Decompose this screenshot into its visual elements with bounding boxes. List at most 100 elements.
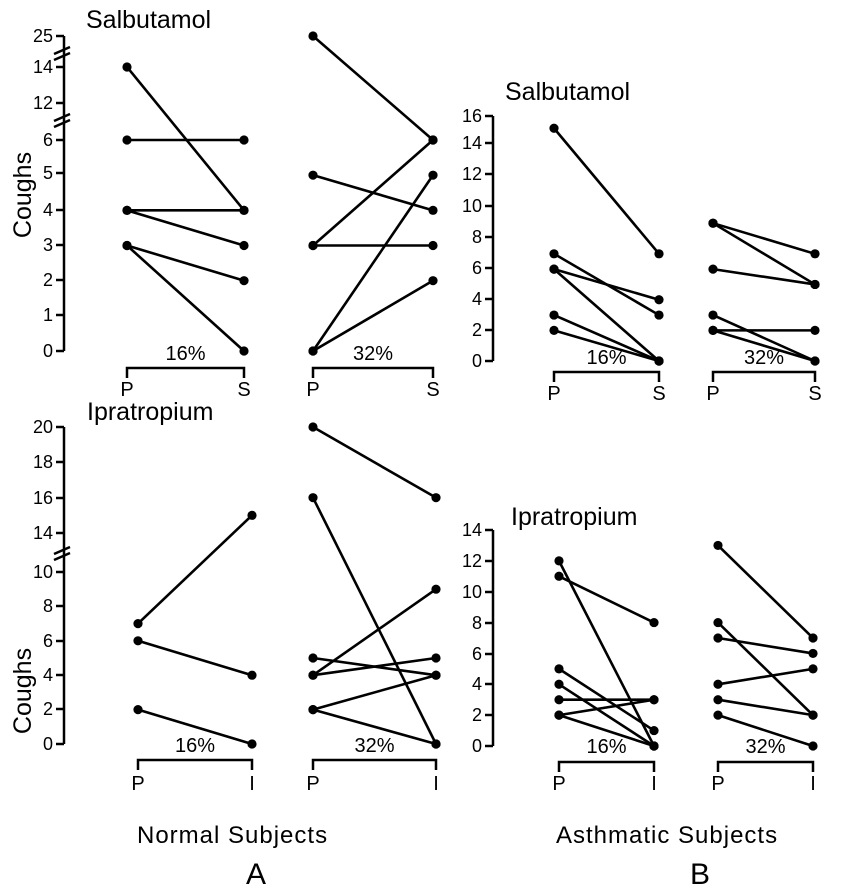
b_salbutamol-condition-label: P [706,383,719,405]
b_salbutamol-subject-line [712,221,816,256]
a_salbutamol-y-tick-label: 1 [43,305,53,325]
a_ipratropium-point-pre [133,619,143,629]
b_ipratropium-point-post [808,741,818,751]
a_salbutamol-y-tick-label: 14 [33,57,53,77]
a_ipratropium-point-post [431,584,441,594]
b_salbutamol-y-tick-label: 6 [472,258,482,278]
a_salbutamol-axis-break [53,45,71,62]
b_ipratropium-y-tick-label: 0 [472,736,482,756]
a_ipratropium-condition-label: I [433,773,439,795]
a_salbutamol-subject-line [311,174,435,352]
b_ipratropium-point-pre [554,664,564,674]
a_salbutamol-y-tick-label: 6 [43,130,53,150]
a_salbutamol-y-tick-label: 3 [43,235,53,255]
a_salbutamol-subject-line [312,279,434,353]
a_salbutamol-point-post [239,276,249,286]
a_salbutamol-point-post [428,170,438,180]
a_salbutamol-point-post [428,205,438,215]
b_salbutamol-y-tick-label: 2 [472,320,482,340]
a_ipratropium-point-pre [308,670,318,680]
b_ipratropium-point-post [649,741,659,751]
b_salbutamol-subject-line [712,222,816,286]
a_ipratropium-point-pre [308,493,318,503]
a_ipratropium-axis-break [53,545,71,562]
a_salbutamol-subject-line [125,66,246,212]
b_salbutamol-y-tick-label: 10 [462,196,482,216]
a_ipratropium-subject-line [311,497,438,745]
group-label-asthmatic: Asthmatic Subjects [556,822,778,849]
b_salbutamol-point-pre [549,325,559,335]
b_ipratropium-subject-line [558,698,655,717]
b_salbutamol-point-pre [549,264,559,274]
a_ipratropium-point-post [431,653,441,663]
a_ipratropium-dose-label: 32% [354,735,394,757]
a_salbutamol-point-pre [308,31,318,41]
b_salbutamol-condition-label: P [547,383,560,405]
b_ipratropium-y-tick-label: 2 [472,705,482,725]
a_ipratropium-y-tick-label: 18 [33,452,53,472]
b_ipratropium-point-pre [554,571,564,581]
a_salbutamol-point-post [428,276,438,286]
a_salbutamol-point-post [428,135,438,145]
a_ipratropium-subject-line [312,708,437,746]
b_salbutamol-point-pre [708,310,718,320]
a_salbutamol-y-tick-label: 0 [43,341,53,361]
b_ipratropium-bracket [716,760,815,772]
a_ipratropium-point-post [431,670,441,680]
a_ipratropium-y-tick-label: 8 [43,596,53,616]
a_ipratropium-point-pre [308,422,318,432]
a_ipratropium-subject-line [312,425,437,499]
b_ipratropium-dose-label: 32% [745,736,785,758]
b_ipratropium-point-pre [554,695,564,705]
b_ipratropium-point-post [649,725,659,736]
b_salbutamol-title: Salbutamol [505,78,630,106]
a_ipratropium-condition-label: I [249,773,255,795]
b_ipratropium-subject-line [717,636,814,655]
a_ipratropium-y-tick-label: 0 [43,734,53,754]
a_ipratropium-point-pre [133,705,143,715]
b_ipratropium-condition-label: I [810,773,816,795]
a_ipratropium-bracket [311,758,438,770]
a_ipratropium-y-tick-label: 2 [43,699,53,719]
a_ipratropium-point-post [431,493,441,503]
data-points-layer [122,31,820,751]
b_ipratropium-point-post [649,617,659,628]
b_ipratropium-point-pre [554,556,564,566]
b_salbutamol-point-post [810,249,820,259]
a_ipratropium-bracket [136,758,254,770]
b_salbutamol-point-post [654,295,664,305]
b_salbutamol-point-post [810,325,820,335]
a_ipratropium-point-post [247,739,257,749]
b_ipratropium-point-pre [713,617,723,628]
b_salbutamol-subject-line [553,268,660,362]
b_ipratropium-y-tick-label: 8 [472,613,482,633]
a_salbutamol-subject-line [126,209,245,247]
b_salbutamol-subject-line [553,267,660,301]
b_salbutamol-bracket [552,370,661,382]
a_salbutamol-subject-line [126,244,245,352]
b_salbutamol-point-post [810,356,820,366]
b_ipratropium-dose-label: 16% [586,736,626,758]
b_salbutamol-y-tick-label: 12 [462,164,482,184]
a_ipratropium-point-post [247,670,257,680]
a_salbutamol-y-tick-label: 12 [33,93,53,113]
b_salbutamol-point-pre [549,310,559,320]
a_salbutamol-condition-label: S [237,379,250,401]
a_ipratropium-subject-line [312,656,437,677]
b_ipratropium-bracket [557,760,656,772]
b_ipratropium-point-pre [554,710,564,720]
a_ipratropium-point-post [431,739,441,749]
b_salbutamol-point-post [654,356,664,366]
a_salbutamol-point-pre [122,240,132,251]
b_salbutamol-condition-label: S [808,383,821,405]
a_ipratropium-condition-label: P [131,773,144,795]
b_ipratropium-subject-line [557,560,656,747]
b_ipratropium-point-pre [713,679,723,689]
a_salbutamol-subject-line [312,35,434,141]
a_salbutamol-condition-label: S [426,379,439,401]
a_ipratropium-ylabel: Coughs [9,648,37,734]
b_ipratropium-y-tick-label: 12 [462,551,482,571]
b_ipratropium-y-tick-label: 4 [472,674,482,694]
a_salbutamol-bracket [125,366,246,378]
b_ipratropium-point-post [808,664,818,674]
